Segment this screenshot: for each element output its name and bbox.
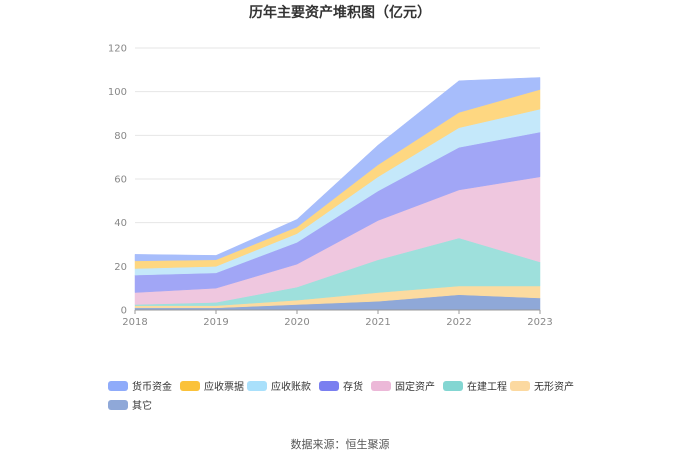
legend-label: 应收账款: [271, 380, 311, 393]
legend-swatch: [108, 400, 128, 410]
legend-swatch: [108, 381, 128, 391]
x-tick-label: 2020: [284, 317, 309, 328]
series-areas: [134, 77, 541, 311]
area-series: [134, 77, 541, 262]
legend-item[interactable]: 无形资产: [510, 380, 574, 393]
chart-title: 历年主要资产堆积图（亿元）: [249, 4, 431, 21]
data-source: 数据来源：恒生聚源: [291, 437, 390, 451]
y-tick-label: 120: [108, 44, 127, 55]
legend-swatch: [371, 381, 391, 391]
y-tick-label: 100: [108, 87, 127, 98]
legend-item[interactable]: 其它: [108, 399, 152, 412]
legend-label: 无形资产: [534, 380, 574, 393]
legend-swatch: [180, 381, 200, 391]
x-tick-label: 2023: [527, 317, 552, 328]
x-axis: 2018 2019 2020 2021 2022 2023: [122, 309, 553, 328]
x-tick-label: 2018: [122, 317, 147, 328]
legend-item[interactable]: 存货: [319, 380, 363, 393]
legend-label: 应收票据: [204, 380, 244, 393]
legend-swatch: [247, 381, 267, 391]
legend-label: 固定资产: [395, 380, 435, 393]
y-tick-label: 80: [114, 131, 127, 142]
y-tick-label: 0: [121, 306, 127, 317]
x-tick-label: 2019: [203, 317, 228, 328]
y-tick-label: 60: [114, 175, 127, 186]
legend-item[interactable]: 固定资产: [371, 380, 435, 393]
legend-item[interactable]: 应收票据: [180, 380, 244, 393]
legend-swatch: [510, 381, 530, 391]
legend-swatch: [319, 381, 339, 391]
legend-label: 存货: [343, 380, 363, 393]
y-tick-label: 20: [114, 262, 127, 273]
y-tick-label: 40: [114, 218, 127, 229]
legend-label: 在建工程: [467, 380, 507, 393]
legend-swatch: [443, 381, 463, 391]
x-tick-label: 2021: [365, 317, 390, 328]
y-axis-ticks: 0 20 40 60 80 100 120: [108, 44, 127, 317]
legend-item[interactable]: 在建工程: [443, 380, 507, 393]
legend-item[interactable]: 应收账款: [247, 380, 311, 393]
x-tick-label: 2022: [446, 317, 471, 328]
legend-label: 其它: [132, 399, 152, 412]
legend-item[interactable]: 货币资金: [108, 380, 172, 393]
legend-label: 货币资金: [132, 380, 172, 393]
